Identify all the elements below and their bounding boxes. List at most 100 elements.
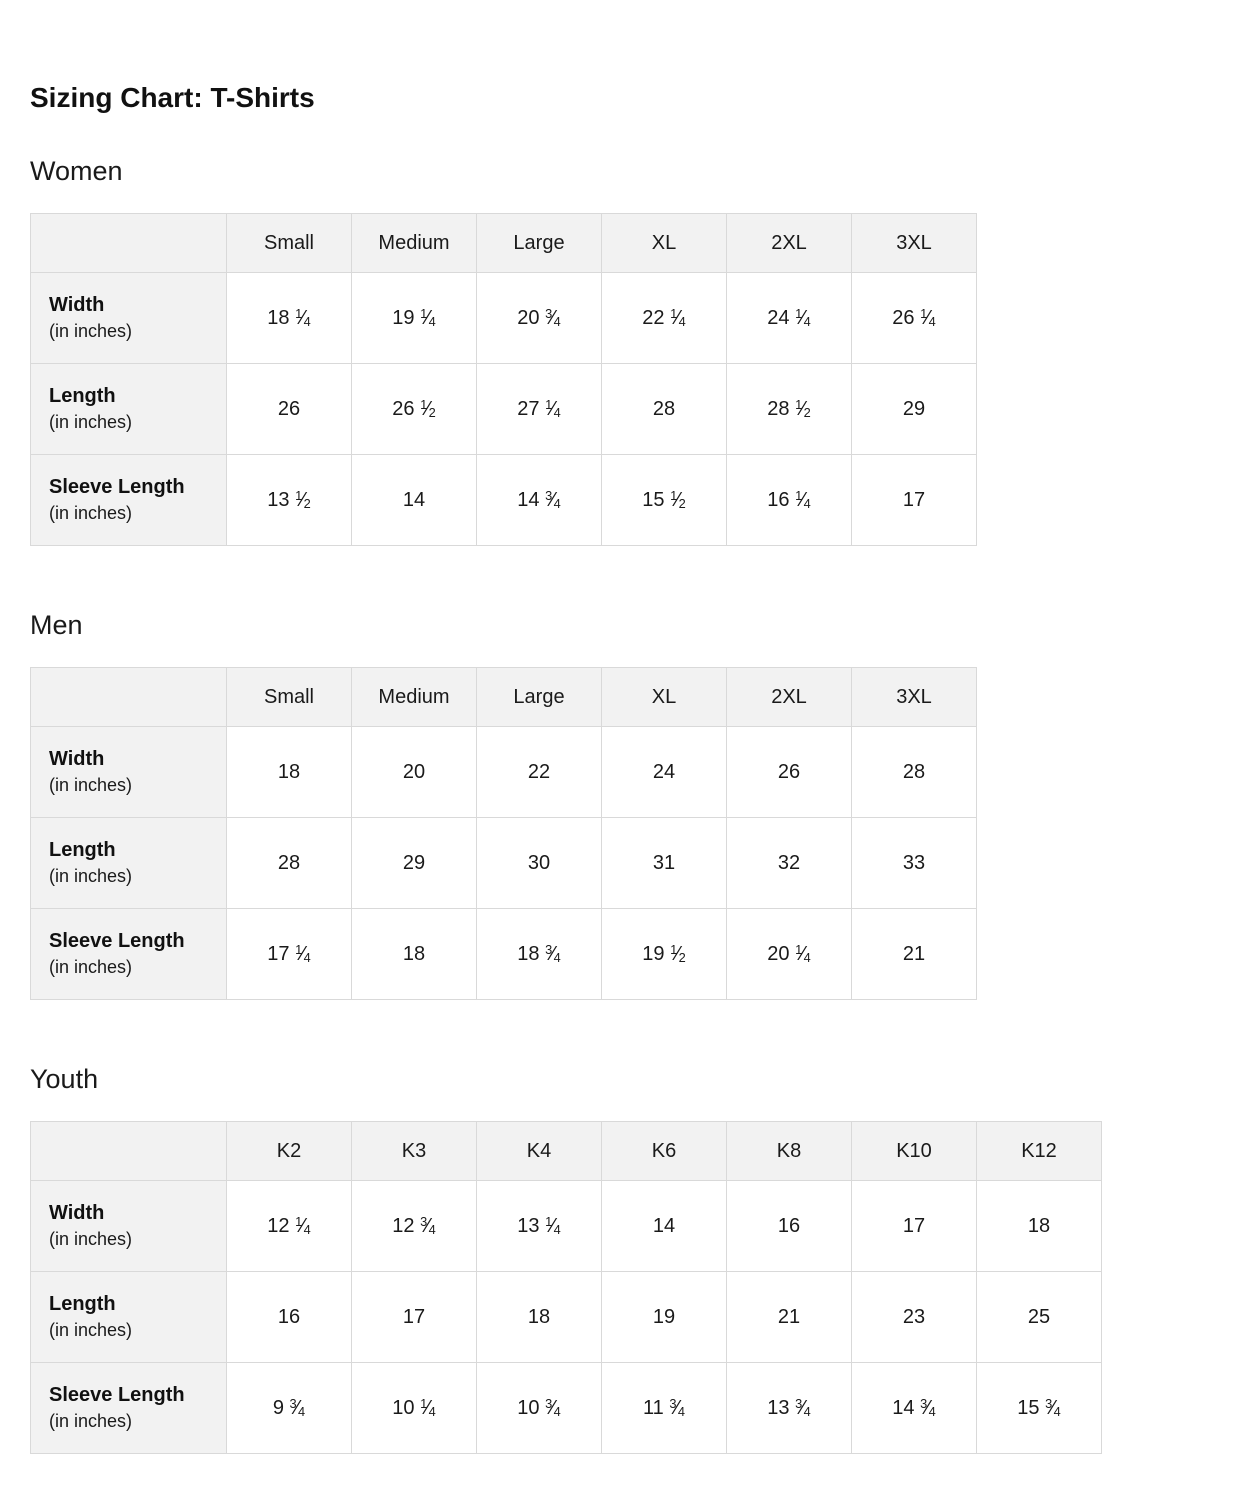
table-row: Length (in inches) 28 29 30 31 32 33 bbox=[30, 817, 977, 909]
row-sublabel: (in inches) bbox=[49, 503, 133, 524]
size-value-cell: 17 bbox=[851, 1180, 977, 1272]
row-sublabel: (in inches) bbox=[49, 1229, 133, 1250]
sizing-table-youth: K2 K3 K4 K6 K8 K10 K12 Width (in inches) 12 1⁄4 12… bbox=[30, 1121, 1102, 1454]
row-label: Sleeve Length bbox=[49, 1384, 185, 1407]
size-column-header: Large bbox=[476, 667, 602, 727]
fraction: 1⁄2 bbox=[670, 488, 686, 511]
size-value-cell: 18 bbox=[976, 1180, 1102, 1272]
fraction: 1⁄2 bbox=[795, 397, 811, 420]
size-value-cell: 19 1⁄4 bbox=[351, 272, 477, 364]
size-column-header: K4 bbox=[476, 1121, 602, 1181]
size-value-cell: 14 3⁄4 bbox=[476, 454, 602, 546]
size-value-cell: 20 3⁄4 bbox=[476, 272, 602, 364]
fraction: 1⁄2 bbox=[420, 397, 436, 420]
size-value-cell: 28 bbox=[226, 817, 352, 909]
row-label-cell: Width (in inches) bbox=[30, 726, 227, 818]
row-sublabel: (in inches) bbox=[49, 775, 133, 796]
table-row: Length (in inches) 26 26 1⁄2 27 1⁄4 28 28 1⁄2 2… bbox=[30, 363, 977, 455]
size-value-cell: 16 bbox=[226, 1271, 352, 1363]
row-sublabel: (in inches) bbox=[49, 1320, 133, 1341]
row-sublabel: (in inches) bbox=[49, 1411, 133, 1432]
size-value-cell: 26 bbox=[726, 726, 852, 818]
size-value-cell: 19 bbox=[601, 1271, 727, 1363]
table-row: Width (in inches) 18 20 22 24 26 28 bbox=[30, 726, 977, 818]
table-row: Width (in inches) 18 1⁄4 19 1⁄4 20 3⁄4 22 1⁄4… bbox=[30, 272, 977, 364]
row-label: Width bbox=[49, 294, 105, 317]
fraction: 1⁄4 bbox=[295, 1214, 311, 1237]
fraction: 1⁄4 bbox=[295, 942, 311, 965]
size-value-cell: 25 bbox=[976, 1271, 1102, 1363]
header-row: Small Medium Large XL 2XL 3XL bbox=[30, 667, 977, 727]
size-value-cell: 14 bbox=[601, 1180, 727, 1272]
section-women: Women Small Medium Large XL 2XL 3XL Width (in i… bbox=[30, 156, 1220, 546]
size-value-cell: 28 bbox=[601, 363, 727, 455]
size-value-cell: 27 1⁄4 bbox=[476, 363, 602, 455]
fraction: 1⁄2 bbox=[295, 488, 311, 511]
size-value-cell: 26 bbox=[226, 363, 352, 455]
row-label-cell: Width (in inches) bbox=[30, 1180, 227, 1272]
size-value-cell: 14 3⁄4 bbox=[851, 1362, 977, 1454]
size-column-header: 2XL bbox=[726, 667, 852, 727]
size-value-cell: 15 1⁄2 bbox=[601, 454, 727, 546]
size-column-header: Medium bbox=[351, 213, 477, 273]
table-row: Sleeve Length (in inches) 17 1⁄4 18 18 3⁄4 19… bbox=[30, 908, 977, 1000]
size-column-header: Medium bbox=[351, 667, 477, 727]
size-value-cell: 20 1⁄4 bbox=[726, 908, 852, 1000]
size-column-header: XL bbox=[601, 213, 727, 273]
size-value-cell: 28 bbox=[851, 726, 977, 818]
size-value-cell: 20 bbox=[351, 726, 477, 818]
size-value-cell: 24 1⁄4 bbox=[726, 272, 852, 364]
size-value-cell: 24 bbox=[601, 726, 727, 818]
size-column-header: 3XL bbox=[851, 213, 977, 273]
row-label: Length bbox=[49, 839, 116, 862]
size-value-cell: 13 1⁄2 bbox=[226, 454, 352, 546]
size-value-cell: 18 1⁄4 bbox=[226, 272, 352, 364]
size-value-cell: 15 3⁄4 bbox=[976, 1362, 1102, 1454]
size-column-header: 2XL bbox=[726, 213, 852, 273]
fraction: 3⁄4 bbox=[545, 942, 561, 965]
table-row: Width (in inches) 12 1⁄4 12 3⁄4 13 1⁄4 14 16 17… bbox=[30, 1180, 1102, 1272]
row-label: Length bbox=[49, 385, 116, 408]
sizing-table-women: Small Medium Large XL 2XL 3XL Width (in inches)… bbox=[30, 213, 977, 546]
size-value-cell: 33 bbox=[851, 817, 977, 909]
row-label-cell: Width (in inches) bbox=[30, 272, 227, 364]
size-value-cell: 22 1⁄4 bbox=[601, 272, 727, 364]
size-value-cell: 12 3⁄4 bbox=[351, 1180, 477, 1272]
section-youth: Youth K2 K3 K4 K6 K8 K10 K12 Width (in inches) 12… bbox=[30, 1064, 1220, 1454]
row-sublabel: (in inches) bbox=[49, 412, 133, 433]
fraction: 3⁄4 bbox=[420, 1214, 436, 1237]
row-sublabel: (in inches) bbox=[49, 866, 133, 887]
size-value-cell: 19 1⁄2 bbox=[601, 908, 727, 1000]
fraction: 3⁄4 bbox=[795, 1396, 811, 1419]
row-label-cell: Length (in inches) bbox=[30, 817, 227, 909]
size-value-cell: 21 bbox=[851, 908, 977, 1000]
size-value-cell: 16 1⁄4 bbox=[726, 454, 852, 546]
corner-cell bbox=[30, 1121, 227, 1181]
size-column-header: K3 bbox=[351, 1121, 477, 1181]
row-label-cell: Sleeve Length (in inches) bbox=[30, 454, 227, 546]
corner-cell bbox=[30, 667, 227, 727]
size-value-cell: 17 1⁄4 bbox=[226, 908, 352, 1000]
fraction: 3⁄4 bbox=[545, 1396, 561, 1419]
fraction: 1⁄4 bbox=[420, 1396, 436, 1419]
size-value-cell: 26 1⁄4 bbox=[851, 272, 977, 364]
fraction: 1⁄4 bbox=[670, 306, 686, 329]
fraction: 1⁄4 bbox=[920, 306, 936, 329]
page-title: Sizing Chart: T-Shirts bbox=[30, 82, 315, 113]
sizing-table-men: Small Medium Large XL 2XL 3XL Width (in inches)… bbox=[30, 667, 977, 1000]
section-heading-women: Women bbox=[30, 156, 123, 186]
fraction: 1⁄4 bbox=[795, 942, 811, 965]
header-row: K2 K3 K4 K6 K8 K10 K12 bbox=[30, 1121, 1102, 1181]
row-label: Length bbox=[49, 1293, 116, 1316]
size-value-cell: 30 bbox=[476, 817, 602, 909]
fraction: 1⁄2 bbox=[670, 942, 686, 965]
fraction: 1⁄4 bbox=[545, 397, 561, 420]
size-column-header: Large bbox=[476, 213, 602, 273]
size-value-cell: 31 bbox=[601, 817, 727, 909]
header-row: Small Medium Large XL 2XL 3XL bbox=[30, 213, 977, 273]
size-column-header: K10 bbox=[851, 1121, 977, 1181]
row-sublabel: (in inches) bbox=[49, 321, 133, 342]
section-men: Men Small Medium Large XL 2XL 3XL Width (in inc… bbox=[30, 610, 1220, 1000]
size-value-cell: 13 3⁄4 bbox=[726, 1362, 852, 1454]
size-value-cell: 17 bbox=[851, 454, 977, 546]
